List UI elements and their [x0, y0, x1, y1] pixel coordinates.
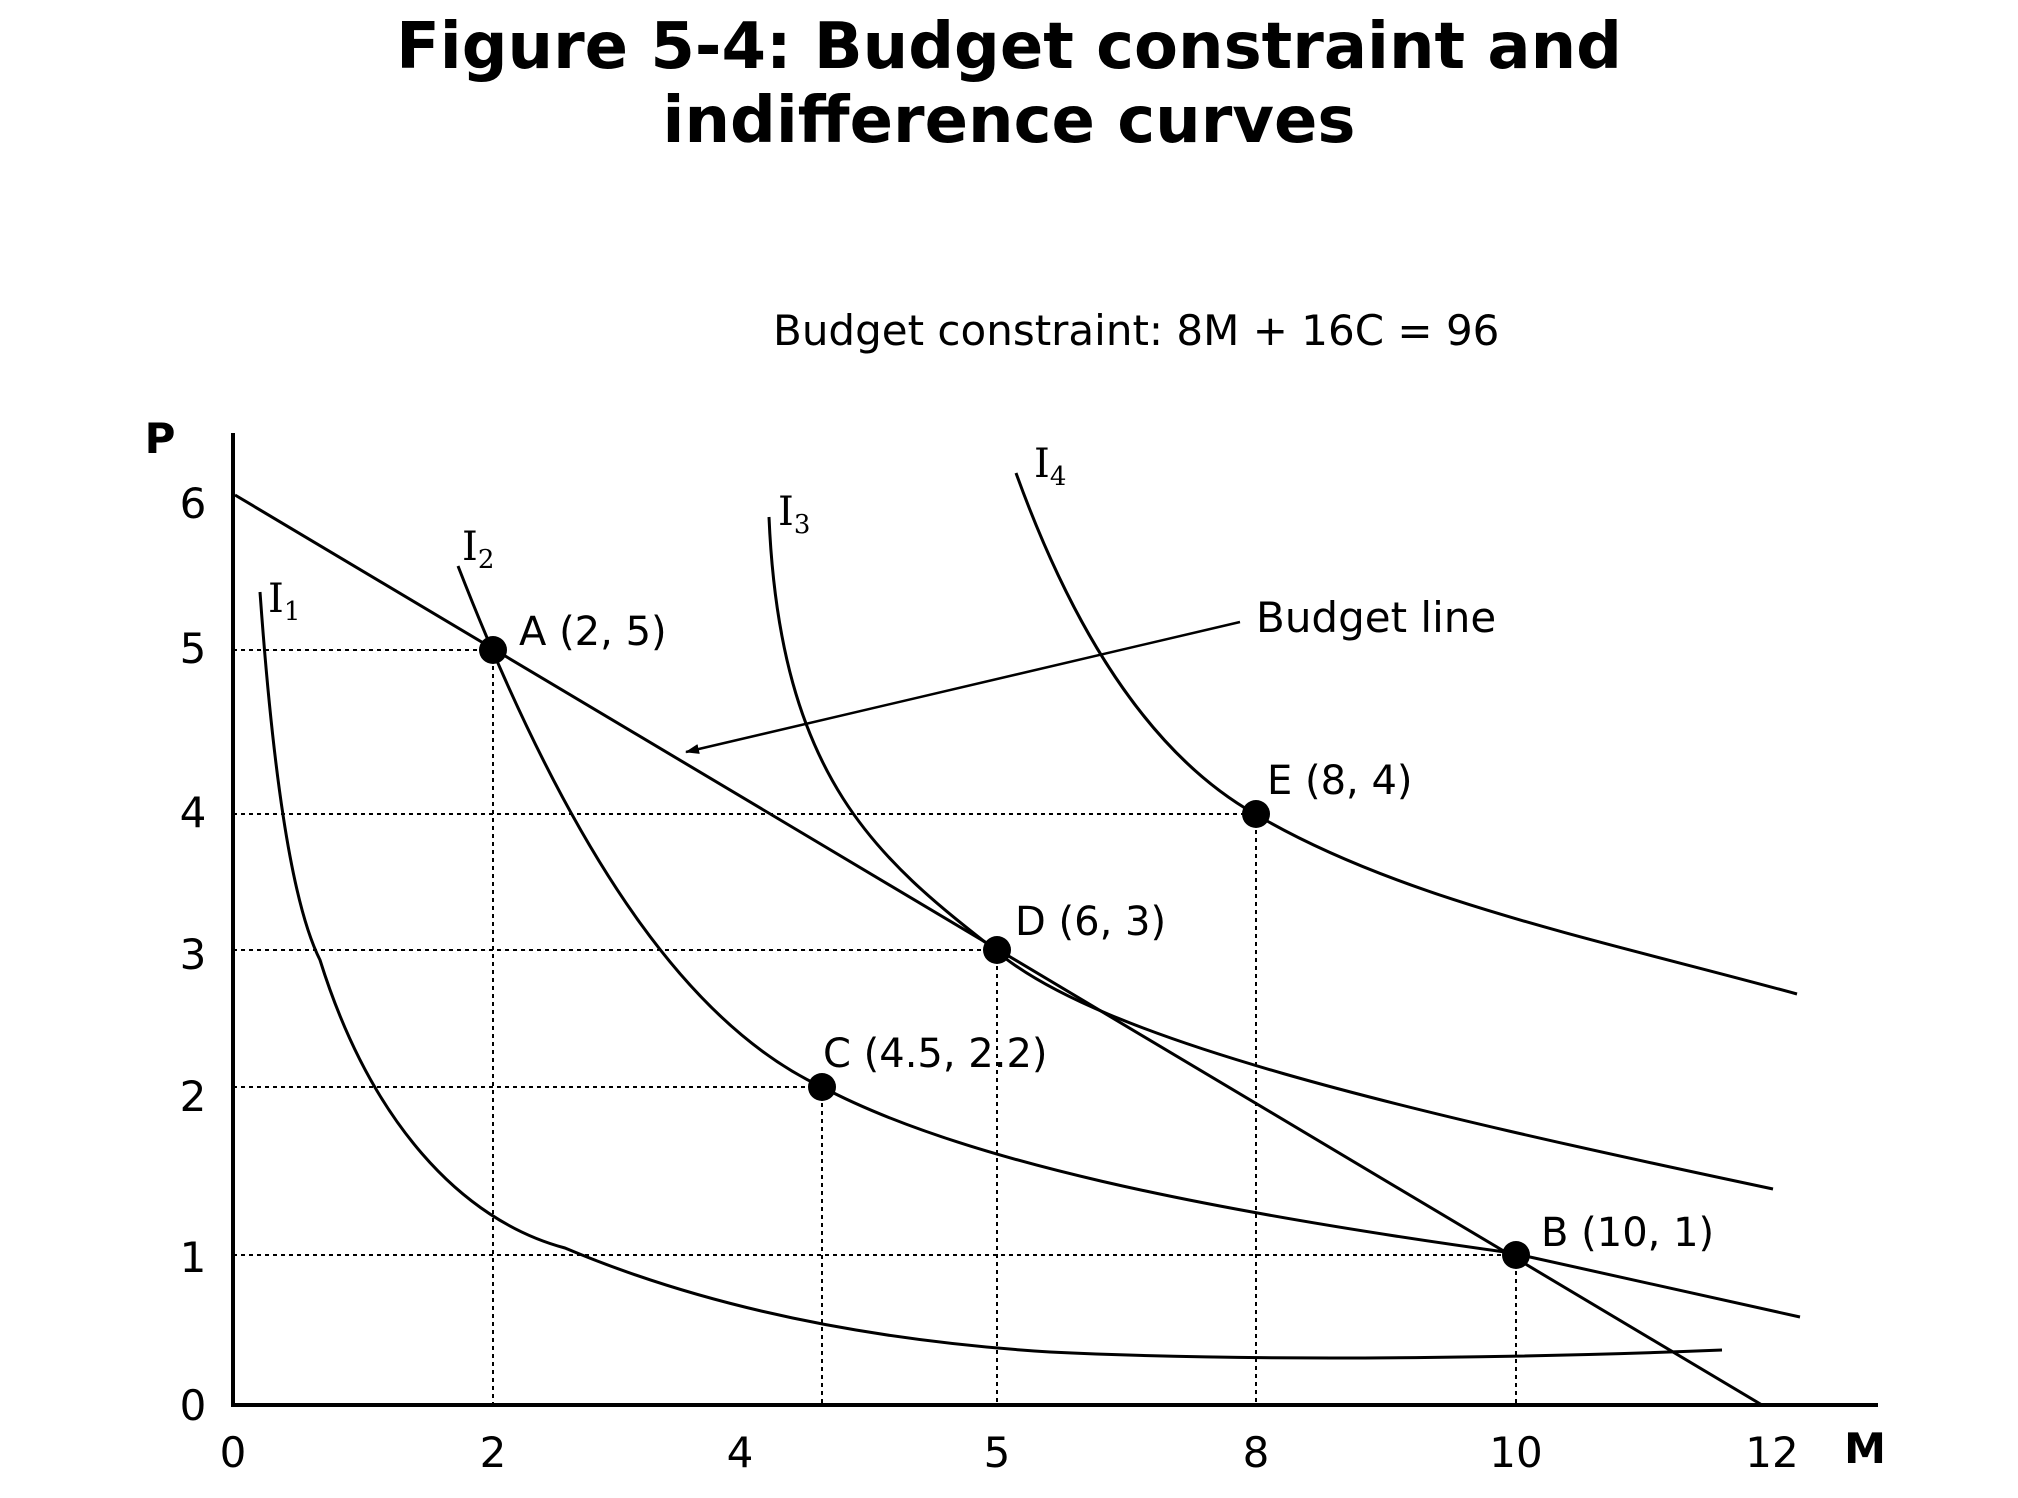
x-tick-label: 10	[1489, 1428, 1542, 1477]
point-b	[1502, 1241, 1530, 1269]
x-tick-label: 4	[727, 1428, 754, 1477]
budget-constraint-equation: Budget constraint: 8M + 16C = 96	[773, 306, 1499, 355]
budget-line-label: Budget line	[1256, 593, 1496, 642]
y-tick-label: 2	[180, 1072, 207, 1121]
y-tick-label: 1	[180, 1233, 207, 1282]
y-tick-label: 4	[180, 788, 207, 837]
indifference-curve-i4	[1014, 472, 1798, 996]
indifference-curve-label-i1: I1	[268, 576, 300, 627]
x-tick-label: 5	[984, 1428, 1011, 1477]
y-axis-label: P	[145, 414, 176, 463]
x-tick-label: 12	[1745, 1428, 1798, 1477]
guide-lines	[233, 649, 1517, 1405]
point-label-d: D (6, 3)	[1015, 899, 1166, 945]
point-label-a: A (2, 5)	[519, 609, 667, 655]
point-label-b: B (10, 1)	[1541, 1210, 1714, 1256]
indifference-curve-label-i3: I3	[778, 489, 810, 540]
axes	[231, 433, 1878, 1407]
point-label-e: E (8, 4)	[1267, 758, 1413, 804]
indifference-curve-label-i2: I2	[462, 524, 494, 575]
y-tick-label: 0	[180, 1381, 207, 1430]
indifference-curve-label-i4: I4	[1034, 441, 1066, 492]
x-tick-label: 8	[1243, 1428, 1270, 1477]
indifference-curve-i3	[767, 516, 1774, 1191]
point-c	[808, 1073, 836, 1101]
indifference-curve-i1	[258, 591, 1723, 1360]
point-d	[983, 936, 1011, 964]
chart-title: Figure 5-4: Budget constraint and indiff…	[0, 10, 2018, 158]
title-line-2: indifference curves	[662, 84, 1356, 158]
point-e	[1242, 800, 1270, 828]
x-axis-label: M	[1844, 1424, 1886, 1473]
points	[479, 636, 1530, 1269]
point-a	[479, 636, 507, 664]
y-tick-label: 3	[180, 930, 207, 979]
budget-line-arrow	[685, 620, 1241, 754]
y-tick-label: 6	[180, 479, 207, 528]
x-tick-label: 0	[220, 1428, 247, 1477]
title-line-1: Figure 5-4: Budget constraint and	[396, 10, 1622, 84]
y-tick-label: 5	[180, 624, 207, 673]
point-label-c: C (4.5, 2.2)	[823, 1031, 1048, 1077]
x-tick-label: 2	[480, 1428, 507, 1477]
